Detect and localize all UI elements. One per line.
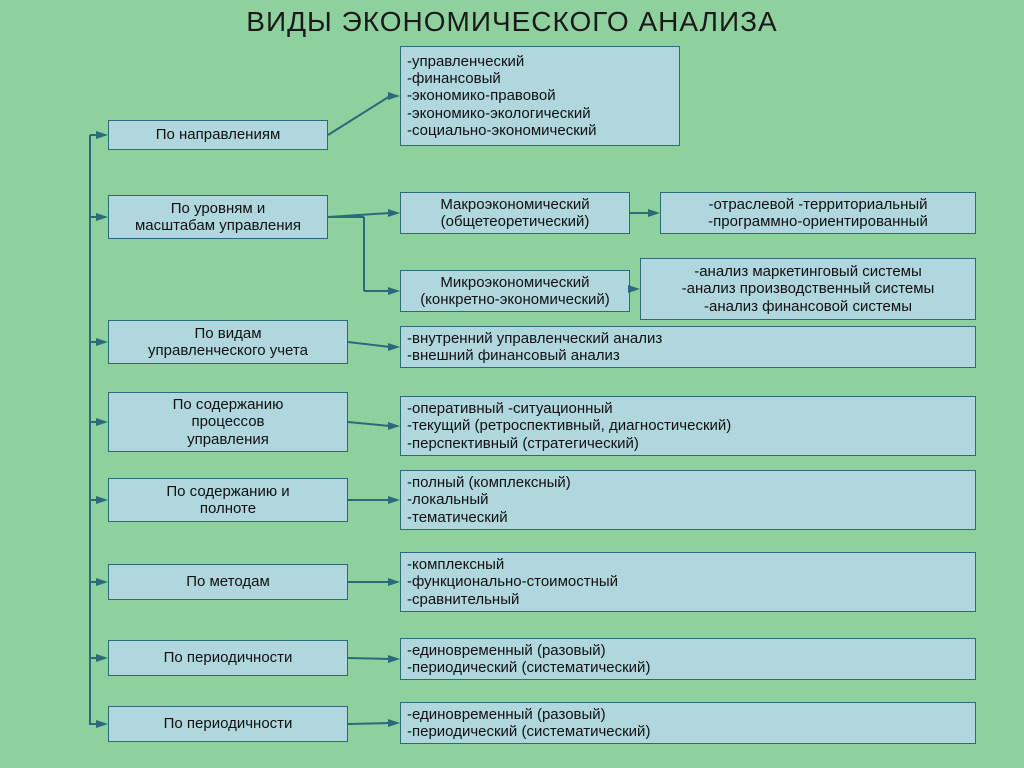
details-accounting-types: -внутренний управленческий анализ-внешни… [400,326,976,368]
details-process-content: -оперативный -ситуационный-текущий (ретр… [400,396,976,456]
subcat-microeconomic: Микроэкономический(конкретно-экономическ… [400,270,630,312]
category-directions: По направлениям [108,120,328,150]
details-directions: -управленческий-финансовый-экономико-пра… [400,46,680,146]
category-periodicity-dup: По периодичности [108,706,348,742]
details-macroeconomic: -отраслевой -территориальный-программно-… [660,192,976,234]
subcat-macroeconomic: Макроэкономический(общетеоретический) [400,192,630,234]
category-accounting-types: По видамуправленческого учета [108,320,348,364]
details-periodicity-dup: -единовременный (разовый)-периодический … [400,702,976,744]
page-title: ВИДЫ ЭКОНОМИЧЕСКОГО АНАЛИЗА [0,6,1024,38]
category-levels-scale: По уровням имасштабам управления [108,195,328,239]
details-periodicity: -единовременный (разовый)-периодический … [400,638,976,680]
category-process-content: По содержаниюпроцессовуправления [108,392,348,452]
category-periodicity: По периодичности [108,640,348,676]
category-completeness: По содержанию иполноте [108,478,348,522]
details-completeness: -полный (комплексный)-локальный-тематиче… [400,470,976,530]
category-methods: По методам [108,564,348,600]
details-methods: -комплексный-функционально-стоимостный-с… [400,552,976,612]
details-microeconomic: -анализ маркетинговый системы-анализ про… [640,258,976,320]
